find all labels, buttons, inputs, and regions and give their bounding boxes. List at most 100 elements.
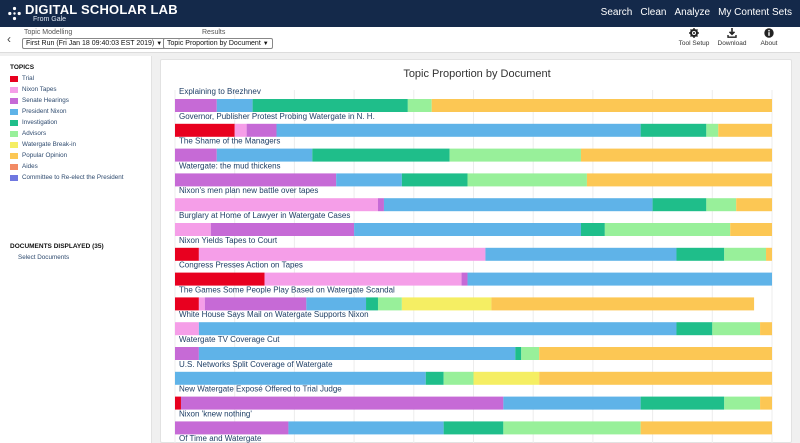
topic-segment-advisors[interactable] xyxy=(724,396,761,410)
download-button[interactable]: Download xyxy=(714,28,750,47)
topic-segment-senate-hearings[interactable] xyxy=(175,173,337,187)
topic-segment-president-nixon[interactable] xyxy=(485,247,677,261)
topic-segment-advisors[interactable] xyxy=(724,247,767,261)
topic-segment-advisors[interactable] xyxy=(706,123,719,137)
topic-segment-nixon-tapes[interactable] xyxy=(175,223,211,236)
topic-segment-president-nixon[interactable] xyxy=(198,347,516,360)
document-title-label[interactable]: Nixon's men plan new battle over tapes xyxy=(179,186,318,195)
topic-segment-nixon-tapes[interactable] xyxy=(264,272,462,286)
topic-item-watergate-break-in[interactable]: Watergate Break-in xyxy=(10,139,124,150)
topic-segment-senate-hearings[interactable] xyxy=(461,272,468,286)
topic-segment-president-nixon[interactable] xyxy=(354,223,581,236)
document-title-label[interactable]: The Shame of the Managers xyxy=(179,137,280,146)
document-title-label[interactable]: U.S. Networks Split Coverage of Watergat… xyxy=(179,360,333,369)
document-title-label[interactable]: New Watergate Exposé Offered to Trial Ju… xyxy=(179,385,342,394)
topic-segment-nixon-tapes[interactable] xyxy=(234,123,247,137)
topic-segment-president-nixon[interactable] xyxy=(276,123,641,137)
topic-segment-trial[interactable] xyxy=(175,123,235,137)
topic-segment-advisors[interactable] xyxy=(467,173,587,187)
topic-segment-senate-hearings[interactable] xyxy=(246,123,277,137)
tool-setup-button[interactable]: Tool Setup xyxy=(676,28,712,47)
topic-item-nixon-tapes[interactable]: Nixon Tapes xyxy=(10,84,124,95)
topic-segment-senate-hearings[interactable] xyxy=(210,223,355,236)
topic-segment-president-nixon[interactable] xyxy=(467,272,772,286)
topic-segment-senate-hearings[interactable] xyxy=(204,297,307,311)
topic-segment-popular-opinion[interactable] xyxy=(736,198,772,212)
topic-segment-popular-opinion[interactable] xyxy=(760,396,772,410)
topic-segment-president-nixon[interactable] xyxy=(198,322,677,336)
topic-segment-popular-opinion[interactable] xyxy=(640,421,772,435)
document-title-label[interactable]: Burglary at Home of Lawyer in Watergate … xyxy=(179,211,350,220)
document-title-label[interactable]: White House Says Mail on Watergate Suppo… xyxy=(179,310,369,319)
topic-segment-nixon-tapes[interactable] xyxy=(175,198,378,212)
topic-item-committee-to-re-elect[interactable]: Committee to Re-elect the President xyxy=(10,172,124,183)
topic-item-investigation[interactable]: Investigation xyxy=(10,117,124,128)
topic-segment-popular-opinion[interactable] xyxy=(760,322,772,336)
topic-segment-advisors[interactable] xyxy=(706,198,737,212)
document-title-label[interactable]: Governor, Publisher Protest Probing Wate… xyxy=(179,112,375,121)
topic-segment-investigation[interactable] xyxy=(515,347,522,360)
topic-segment-advisors[interactable] xyxy=(443,371,474,385)
topic-segment-senate-hearings[interactable] xyxy=(175,99,217,112)
topic-segment-trial[interactable] xyxy=(175,396,181,410)
topic-segment-advisors[interactable] xyxy=(521,347,540,360)
topic-segment-watergate-break-in[interactable] xyxy=(401,297,492,311)
topic-segment-nixon-tapes[interactable] xyxy=(198,247,486,261)
topic-segment-advisors[interactable] xyxy=(604,223,731,236)
about-button[interactable]: About xyxy=(751,28,787,47)
topic-item-trial[interactable]: Trial xyxy=(10,73,124,84)
topic-segment-senate-hearings[interactable] xyxy=(175,421,289,435)
run-select[interactable]: First Run (Fri Jan 18 09:40:03 EST 2019)… xyxy=(22,38,167,49)
topic-segment-popular-opinion[interactable] xyxy=(580,148,772,162)
topic-segment-trial[interactable] xyxy=(175,247,199,261)
topic-segment-advisors[interactable] xyxy=(449,148,581,162)
document-title-label[interactable]: Of Time and Watergate xyxy=(179,434,262,443)
topic-segment-president-nixon[interactable] xyxy=(336,173,402,187)
select-documents-link[interactable]: Select Documents xyxy=(18,254,70,261)
topic-segment-popular-opinion[interactable] xyxy=(586,173,772,187)
topic-segment-investigation[interactable] xyxy=(580,223,605,236)
document-title-label[interactable]: Explaining to Brezhnev xyxy=(179,87,261,96)
nav-my-content-sets[interactable]: My Content Sets xyxy=(718,7,792,18)
topic-segment-investigation[interactable] xyxy=(425,371,444,385)
topic-segment-popular-opinion[interactable] xyxy=(431,99,772,112)
document-title-label[interactable]: Watergate TV Coverage Cut xyxy=(179,335,280,344)
topic-segment-watergate-break-in[interactable] xyxy=(473,371,540,385)
topic-segment-popular-opinion[interactable] xyxy=(718,123,772,137)
topic-segment-investigation[interactable] xyxy=(401,173,468,187)
topic-segment-senate-hearings[interactable] xyxy=(175,347,199,360)
topic-segment-nixon-tapes[interactable] xyxy=(198,297,205,311)
topic-segment-senate-hearings[interactable] xyxy=(175,148,217,162)
document-title-label[interactable]: The Games Some People Play Based on Wate… xyxy=(179,285,395,294)
document-title-label[interactable]: Nixon Yields Tapes to Court xyxy=(179,236,278,245)
topic-segment-investigation[interactable] xyxy=(640,396,725,410)
topic-segment-popular-opinion[interactable] xyxy=(539,347,772,360)
topic-segment-investigation[interactable] xyxy=(366,297,378,311)
topic-segment-nixon-tapes[interactable] xyxy=(175,322,199,336)
results-select[interactable]: Topic Proportion by Document ▼ xyxy=(163,38,273,49)
nav-analyze[interactable]: Analyze xyxy=(674,7,711,18)
topic-segment-president-nixon[interactable] xyxy=(306,297,367,311)
topic-segment-investigation[interactable] xyxy=(640,123,707,137)
topic-segment-advisors[interactable] xyxy=(407,99,432,112)
topic-segment-investigation[interactable] xyxy=(252,99,408,112)
topic-segment-investigation[interactable] xyxy=(443,421,504,435)
topic-segment-president-nixon[interactable] xyxy=(216,148,313,162)
topic-segment-advisors[interactable] xyxy=(503,421,641,435)
topic-segment-popular-opinion[interactable] xyxy=(730,223,772,236)
topic-segment-trial[interactable] xyxy=(175,272,265,286)
topic-segment-investigation[interactable] xyxy=(312,148,450,162)
topic-segment-president-nixon[interactable] xyxy=(383,198,653,212)
topic-segment-president-nixon[interactable] xyxy=(216,99,253,112)
topic-item-advisors[interactable]: Advisors xyxy=(10,128,124,139)
topic-segment-president-nixon[interactable] xyxy=(288,421,444,435)
topic-item-aides[interactable]: Aides xyxy=(10,161,124,172)
back-chevron-icon[interactable]: ‹ xyxy=(7,32,11,46)
topic-segment-trial[interactable] xyxy=(175,297,199,311)
nav-search[interactable]: Search xyxy=(600,7,633,18)
topic-segment-senate-hearings[interactable] xyxy=(377,198,384,212)
topic-segment-president-nixon[interactable] xyxy=(175,371,426,385)
document-title-label[interactable]: Congress Presses Action on Tapes xyxy=(179,261,303,270)
topic-item-popular-opinion[interactable]: Popular Opinion xyxy=(10,150,124,161)
document-title-label[interactable]: Watergate: the mud thickens xyxy=(179,161,281,170)
